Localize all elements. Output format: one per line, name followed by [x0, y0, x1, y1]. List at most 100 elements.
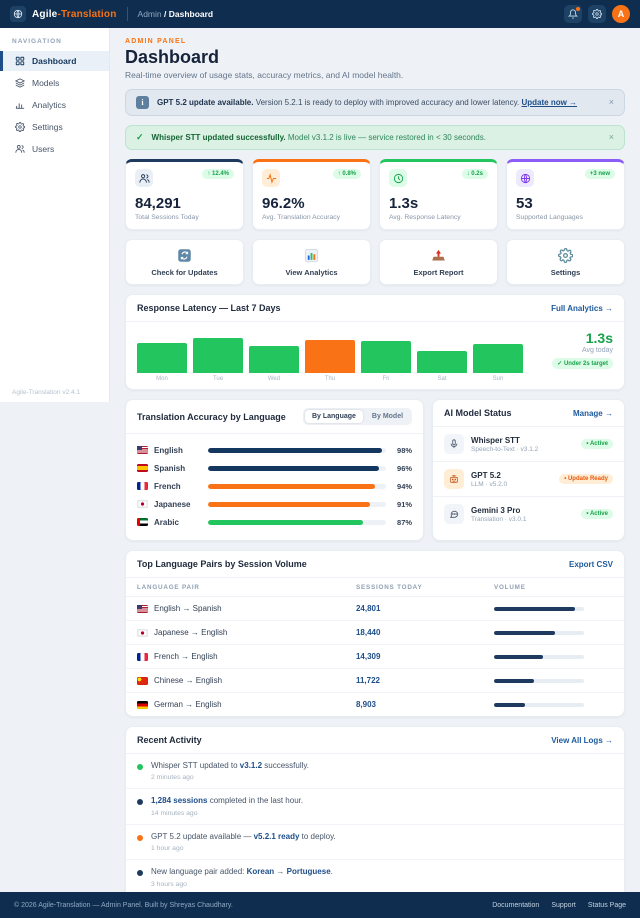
action-label: Check for Updates — [151, 268, 218, 277]
accuracy-bar — [208, 483, 376, 489]
model-name: Whisper STT — [471, 435, 520, 445]
volume-bar — [493, 606, 575, 611]
sidebar-item-label: Users — [32, 144, 55, 154]
volume-bar — [493, 630, 556, 635]
toggle-by-language[interactable]: By Language — [304, 410, 363, 423]
manage-models-link[interactable]: Manage → — [572, 408, 613, 418]
footer: © 2026 Agile-Translation — Admin Panel. … — [0, 892, 640, 918]
stat-card-languages: +3 new 53 Supported Languages — [506, 159, 625, 230]
pair-label: French → English — [154, 652, 218, 661]
accuracy-row: Japanese 91% — [137, 495, 412, 513]
stat-label: Avg. Translation Accuracy — [262, 214, 341, 221]
flag-icon-fr — [137, 652, 148, 661]
accuracy-bar — [208, 519, 363, 525]
volume-bar — [493, 702, 525, 707]
flag-icon-jp — [137, 628, 148, 637]
sidebar-item-label: Dashboard — [32, 56, 77, 66]
export-csv-link[interactable]: Export CSV — [568, 559, 613, 569]
users-icon — [135, 169, 153, 187]
status-dot — [137, 870, 143, 877]
table-row: Chinese → English 11,722 — [126, 669, 624, 693]
robot-icon — [444, 469, 465, 489]
export-report-button[interactable]: Export Report — [379, 239, 498, 285]
stat-value: 96.2% — [262, 195, 305, 212]
notifications-button[interactable] — [564, 5, 582, 23]
close-icon[interactable]: × — [608, 132, 614, 142]
pair-label: English → Spanish — [154, 604, 222, 613]
footer-link-status[interactable]: Status Page — [587, 901, 626, 909]
status-dot — [137, 799, 143, 806]
copyright: © 2026 Agile-Translation — Admin Panel. … — [14, 901, 233, 909]
accuracy-card: Translation Accuracy by Language By Lang… — [125, 399, 425, 541]
settings-button[interactable] — [588, 5, 606, 23]
card-title: Translation Accuracy by Language — [137, 411, 286, 422]
accuracy-value: 96% — [397, 463, 413, 473]
sidebar-item-users[interactable]: Users — [0, 139, 109, 159]
sidebar-item-analytics[interactable]: Analytics — [0, 95, 109, 115]
footer-link-support[interactable]: Support — [551, 901, 576, 909]
check-icon: ✓ — [136, 132, 144, 142]
avatar[interactable]: A — [612, 5, 630, 23]
language-name: Japanese — [154, 499, 191, 509]
model-name: GPT 5.2 — [471, 470, 501, 480]
check-updates-button[interactable]: Check for Updates — [125, 239, 244, 285]
flag-icon-us — [137, 446, 148, 454]
language-name: French — [154, 481, 181, 491]
target-badge: ✓ Under 2s target — [552, 358, 613, 369]
stat-value: 84,291 — [135, 195, 181, 212]
bell-icon — [568, 9, 578, 19]
accuracy-row: French 94% — [137, 477, 412, 495]
sessions-value: 18,440 — [355, 628, 381, 637]
toggle-by-model[interactable]: By Model — [371, 413, 404, 420]
accuracy-value: 98% — [397, 445, 413, 455]
info-icon: i — [136, 96, 149, 109]
model-row-gemini: Gemini 3 Pro Translation · v3.0.1 • Activ… — [433, 497, 624, 531]
bar-mon — [137, 342, 187, 373]
sidebar-item-dashboard[interactable]: Dashboard — [0, 51, 109, 71]
sidebar-item-models[interactable]: Models — [0, 73, 109, 93]
flag-icon-es — [137, 464, 148, 472]
flag-icon-jp — [137, 500, 148, 508]
card-title: Response Latency — Last 7 Days — [137, 303, 281, 313]
users-icon — [15, 145, 25, 153]
breadcrumb: Admin / Dashboard — [137, 9, 214, 19]
sessions-value: 8,903 — [355, 700, 376, 709]
view-all-logs-link[interactable]: View All Logs → — [551, 735, 613, 745]
view-analytics-button[interactable]: View Analytics — [252, 239, 371, 285]
model-row-gpt: GPT 5.2 LLM · v5.2.0 • Update Ready — [433, 462, 624, 497]
full-analytics-link[interactable]: Full Analytics → — [551, 303, 613, 313]
bar-day-label: Sat — [437, 376, 447, 382]
page-title: Dashboard — [125, 47, 220, 67]
clock-icon — [389, 169, 407, 187]
main-content: ADMIN PANEL Dashboard Real-time overview… — [110, 28, 640, 892]
grid-icon — [15, 56, 25, 66]
globe-icon — [516, 169, 534, 187]
status-dot — [137, 834, 143, 841]
card-title: AI Model Status — [444, 408, 512, 418]
accuracy-bar — [208, 447, 383, 453]
settings-action-button[interactable]: Settings — [506, 239, 625, 285]
app-logo: Agile-Translation — [32, 8, 117, 20]
sidebar-item-label: Analytics — [32, 100, 67, 110]
footer-link-documentation[interactable]: Documentation — [492, 901, 540, 909]
bar-chart-icon — [15, 103, 25, 109]
sidebar-item-settings[interactable]: Settings — [0, 117, 109, 137]
gear-icon — [592, 9, 602, 19]
globe-logo-icon — [10, 6, 26, 22]
update-now-link[interactable]: Update now → — [521, 98, 578, 107]
language-name: English — [154, 445, 183, 455]
bar-sat — [417, 351, 467, 373]
action-label: Settings — [550, 268, 581, 277]
model-row-whisper: Whisper STT Speech-to-Text · v3.1.2 • Act… — [433, 427, 624, 462]
status-badge: • Active — [581, 439, 613, 449]
gear-icon — [558, 248, 573, 263]
accuracy-row: Arabic 87% — [137, 513, 412, 531]
action-label: Export Report — [413, 268, 464, 277]
close-icon[interactable]: × — [608, 97, 614, 107]
bar-tue — [193, 338, 243, 373]
success-alert: ✓ Whisper STT updated successfully. Mode… — [125, 125, 625, 150]
trend-badge: +3 new — [584, 169, 615, 179]
accuracy-row: Spanish 96% — [137, 459, 412, 477]
navbar-divider — [126, 7, 128, 21]
accuracy-value: 87% — [397, 517, 413, 527]
